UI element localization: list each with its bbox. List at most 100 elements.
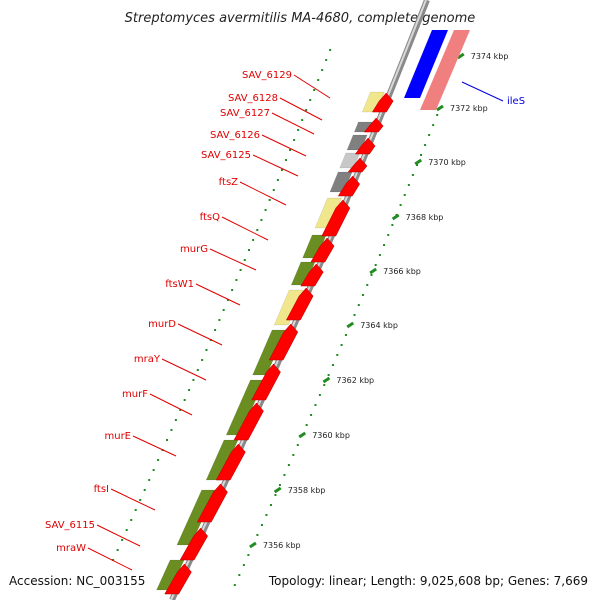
dot [174,419,177,421]
dot [256,229,259,231]
dot [287,464,290,466]
gene-arrow [363,117,384,133]
dot [325,59,328,61]
scale-tick [369,267,377,275]
dot [192,379,195,381]
gene-label-murg: murG [180,244,208,255]
dotted-guides [112,49,439,586]
dot [313,89,316,91]
dot [317,79,320,81]
dot [183,399,186,401]
gene-label-mray: mraY [134,354,161,365]
dot [374,264,377,266]
dot [305,424,308,426]
dot [366,284,369,286]
leader-line [149,393,193,416]
gene-label-sav-6126: SAV_6126 [210,130,260,141]
scale-tick [414,158,423,166]
gene-label-sav-6129: SAV_6129 [242,70,292,81]
dot [391,224,394,226]
scale-tick [273,486,282,494]
dot [242,564,245,566]
dot [353,314,356,316]
gene-arrow [371,92,394,113]
dot [293,139,296,141]
dot [170,429,173,431]
dot [344,334,347,336]
scale-tick [298,431,307,439]
dot [179,409,182,411]
scale-tick [436,104,444,112]
dot [269,504,272,506]
leader-line [271,112,315,135]
dot [383,244,386,246]
dot [134,509,137,511]
dot [309,99,312,101]
dot [428,134,431,136]
dot [256,534,259,536]
dot [420,154,423,156]
gene-arrow [300,263,324,287]
dot [296,444,299,446]
dot [292,454,295,456]
leader-line [261,134,307,157]
dot [148,479,151,481]
dot [205,349,208,351]
scale-label: 7356 kbp [263,541,301,550]
dot [247,554,250,556]
scale-tick [249,541,257,549]
dot [188,389,191,391]
dot [336,354,339,356]
scale-label: 7360 kbp [312,431,350,440]
dot [243,259,246,261]
gene-segments [156,30,470,595]
gene-arrow [215,443,246,481]
dot [370,274,373,276]
leader-line [132,435,177,457]
leader-line [96,524,141,547]
leader-line-ileS [461,81,504,102]
dot [301,119,304,121]
dot [196,369,199,371]
dot [415,164,418,166]
dot [289,149,292,151]
gene-label-ftsq: ftsQ [200,212,220,223]
scale-label: 7362 kbp [336,376,374,385]
gene-label-murf: murF [122,389,148,400]
dot [280,169,283,171]
dot [357,304,360,306]
dot [233,584,236,586]
leader-line [87,547,133,571]
scale-ticks: 7356 kbp 7358 kbp 7360 kbp 7362 kbp 7364 kbp… [249,52,508,550]
leader-line [252,154,299,177]
dot [403,194,406,196]
gene-label-mraw: mraW [56,543,86,554]
gene-segment [362,91,385,113]
dot [283,474,286,476]
scale-tick [456,52,465,60]
dot [272,189,275,191]
leader-line [279,97,323,121]
dot [387,234,390,236]
dot [407,184,410,186]
dot [268,199,271,201]
dot [231,289,234,291]
leader-line [177,323,223,346]
dot [116,549,119,551]
leader-line [209,248,257,271]
leader-line [161,358,207,381]
dot [157,459,160,461]
gene-label-mure: murE [104,431,131,442]
dot [238,574,241,576]
map-title: Streptomyces avermitilis MA-4680, comple… [125,11,476,26]
gene-label-ileS: ileS [507,96,525,107]
dot [265,514,268,516]
dot [222,309,225,311]
gene-segment-blue [404,30,448,98]
dot [166,439,169,441]
dot [411,174,414,176]
dot [143,489,146,491]
gene-label-murd: murD [148,319,176,330]
gene-arrow [310,237,335,263]
